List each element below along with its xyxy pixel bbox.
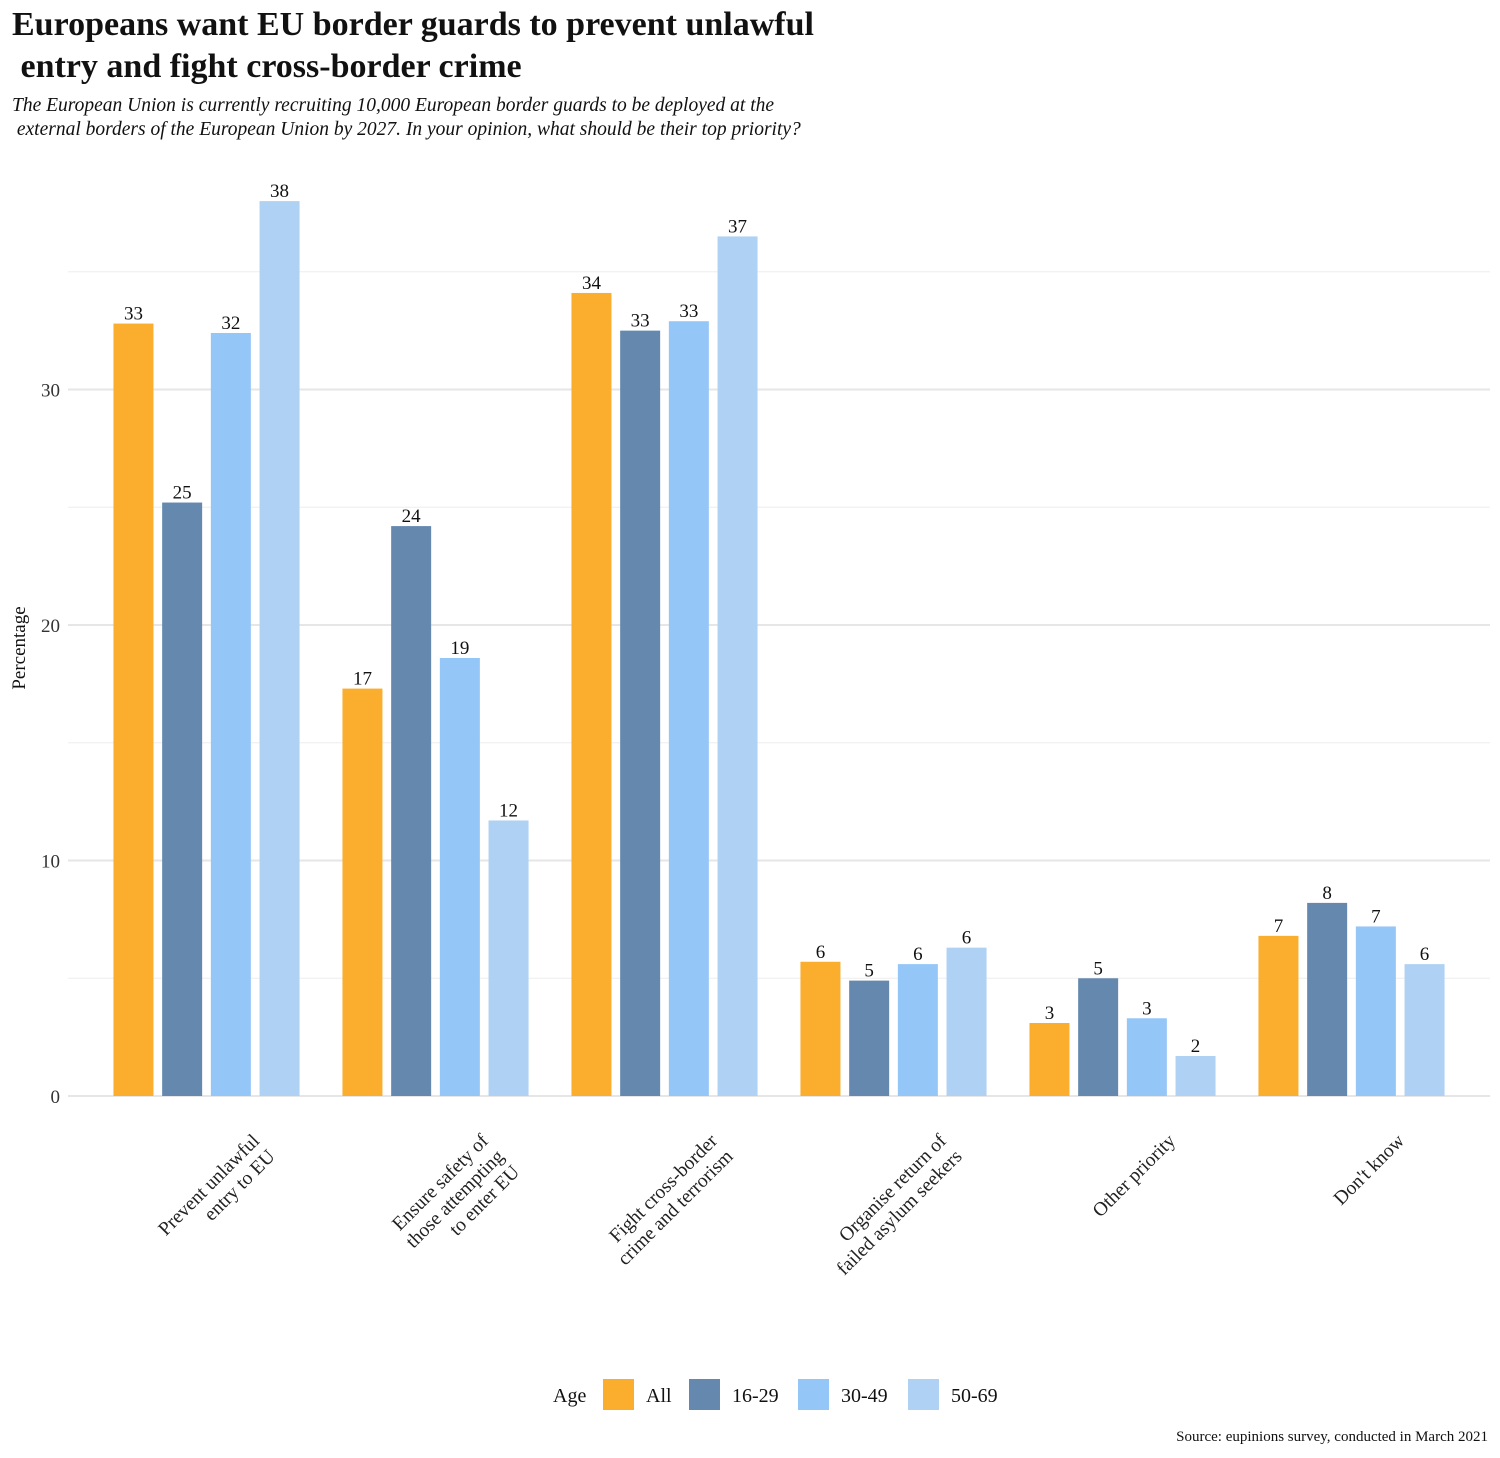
x-tick-label-line: Other priority	[1089, 1130, 1180, 1221]
y-tick-label: 30	[41, 381, 60, 402]
bar-value-label: 3	[1045, 1003, 1055, 1024]
x-tick-label: Other priority	[1089, 1130, 1180, 1221]
bar-value-label: 33	[631, 311, 650, 332]
x-tick-label: Fight cross-bordercrime and terrorism	[598, 1130, 737, 1269]
y-tick-label: 0	[51, 1087, 61, 1108]
legend-title: Age	[553, 1385, 586, 1407]
legend: Age All 16-29 30-49 50-69	[553, 1379, 998, 1410]
legend-key-50-69	[908, 1379, 939, 1410]
bar-value-label: 24	[402, 506, 422, 527]
bar-value-label: 3	[1142, 998, 1152, 1019]
bar-value-label: 25	[173, 483, 192, 504]
bar-All-2	[571, 292, 612, 1096]
bar-value-label: 6	[816, 942, 826, 963]
bar-value-label: 7	[1371, 906, 1381, 927]
bar-16-29-2	[620, 330, 661, 1096]
bar-All-1	[342, 688, 383, 1096]
bar-value-label: 17	[353, 669, 372, 690]
bar-16-29-1	[391, 526, 432, 1096]
grid-lines	[68, 271, 1490, 1097]
legend-label: 30-49	[841, 1385, 888, 1407]
bar-All-3	[800, 961, 841, 1096]
bar-value-label: 33	[679, 301, 698, 322]
bar-16-29-5	[1307, 902, 1348, 1096]
bar-value-label: 38	[270, 181, 289, 202]
bar-16-29-4	[1078, 978, 1119, 1096]
bar-30-49-1	[439, 657, 480, 1096]
bar-30-49-5	[1355, 926, 1396, 1096]
chart-subtitle: The European Union is currently recruiti…	[12, 95, 801, 140]
bar-50-69-2	[717, 236, 758, 1097]
y-tick-label: 10	[41, 852, 60, 873]
bar-value-label: 6	[913, 944, 923, 965]
bar-value-label: 33	[124, 304, 143, 325]
bar-50-69-5	[1404, 964, 1445, 1096]
legend-key-16-29	[689, 1379, 720, 1410]
bar-16-29-3	[849, 980, 890, 1096]
bar-16-29-0	[162, 502, 203, 1096]
x-tick-label: Don't know	[1330, 1131, 1409, 1210]
x-tick-label: Ensure safety ofthose attemptingto enter…	[387, 1130, 525, 1268]
legend-key-30-49	[798, 1379, 829, 1410]
bar-All-4	[1029, 1022, 1070, 1096]
bar-30-49-0	[210, 332, 251, 1097]
bar-value-label: 2	[1191, 1036, 1201, 1057]
y-axis-label: Percentage	[9, 606, 30, 689]
bar-value-label: 7	[1274, 916, 1284, 937]
bar-30-49-2	[668, 321, 709, 1097]
bar-30-49-3	[897, 964, 938, 1096]
x-tick-label: Organise return offailed asylum seekers	[817, 1130, 966, 1279]
bar-value-label: 12	[499, 800, 518, 821]
x-tick-label: Prevent unlawfulentry to EU	[154, 1130, 279, 1255]
chart-title: Europeans want EU border guards to preve…	[12, 6, 814, 85]
legend-label: 50-69	[951, 1385, 998, 1407]
bar-value-label: 5	[1093, 958, 1103, 979]
bar-30-49-4	[1126, 1018, 1167, 1096]
bar-value-label: 19	[450, 638, 469, 659]
bar-value-label: 6	[1420, 944, 1430, 965]
bar-value-label: 6	[962, 928, 972, 949]
bar-value-label: 34	[582, 273, 602, 294]
x-axis: Prevent unlawfulentry to EU Ensure safety…	[154, 1130, 1408, 1280]
bar-50-69-3	[946, 947, 987, 1096]
bar-value-label: 37	[728, 216, 747, 237]
bar-value-label: 5	[864, 961, 874, 982]
y-axis: 0 10 20 30	[41, 381, 60, 1109]
legend-key-All	[603, 1379, 634, 1410]
bar-value-label: 8	[1322, 883, 1332, 904]
bar-All-5	[1258, 935, 1299, 1096]
x-tick-label-line: Don't know	[1330, 1131, 1409, 1210]
bar-value-label: 32	[221, 313, 240, 334]
bar-All-0	[113, 323, 154, 1096]
y-tick-label: 20	[41, 616, 60, 637]
bar-50-69-0	[259, 201, 300, 1097]
bar-50-69-4	[1175, 1055, 1216, 1096]
source-note: Source: eupinions survey, conducted in M…	[1176, 1429, 1488, 1445]
legend-label: All	[646, 1385, 672, 1407]
bar-50-69-1	[488, 820, 529, 1096]
legend-label: 16-29	[732, 1385, 779, 1407]
